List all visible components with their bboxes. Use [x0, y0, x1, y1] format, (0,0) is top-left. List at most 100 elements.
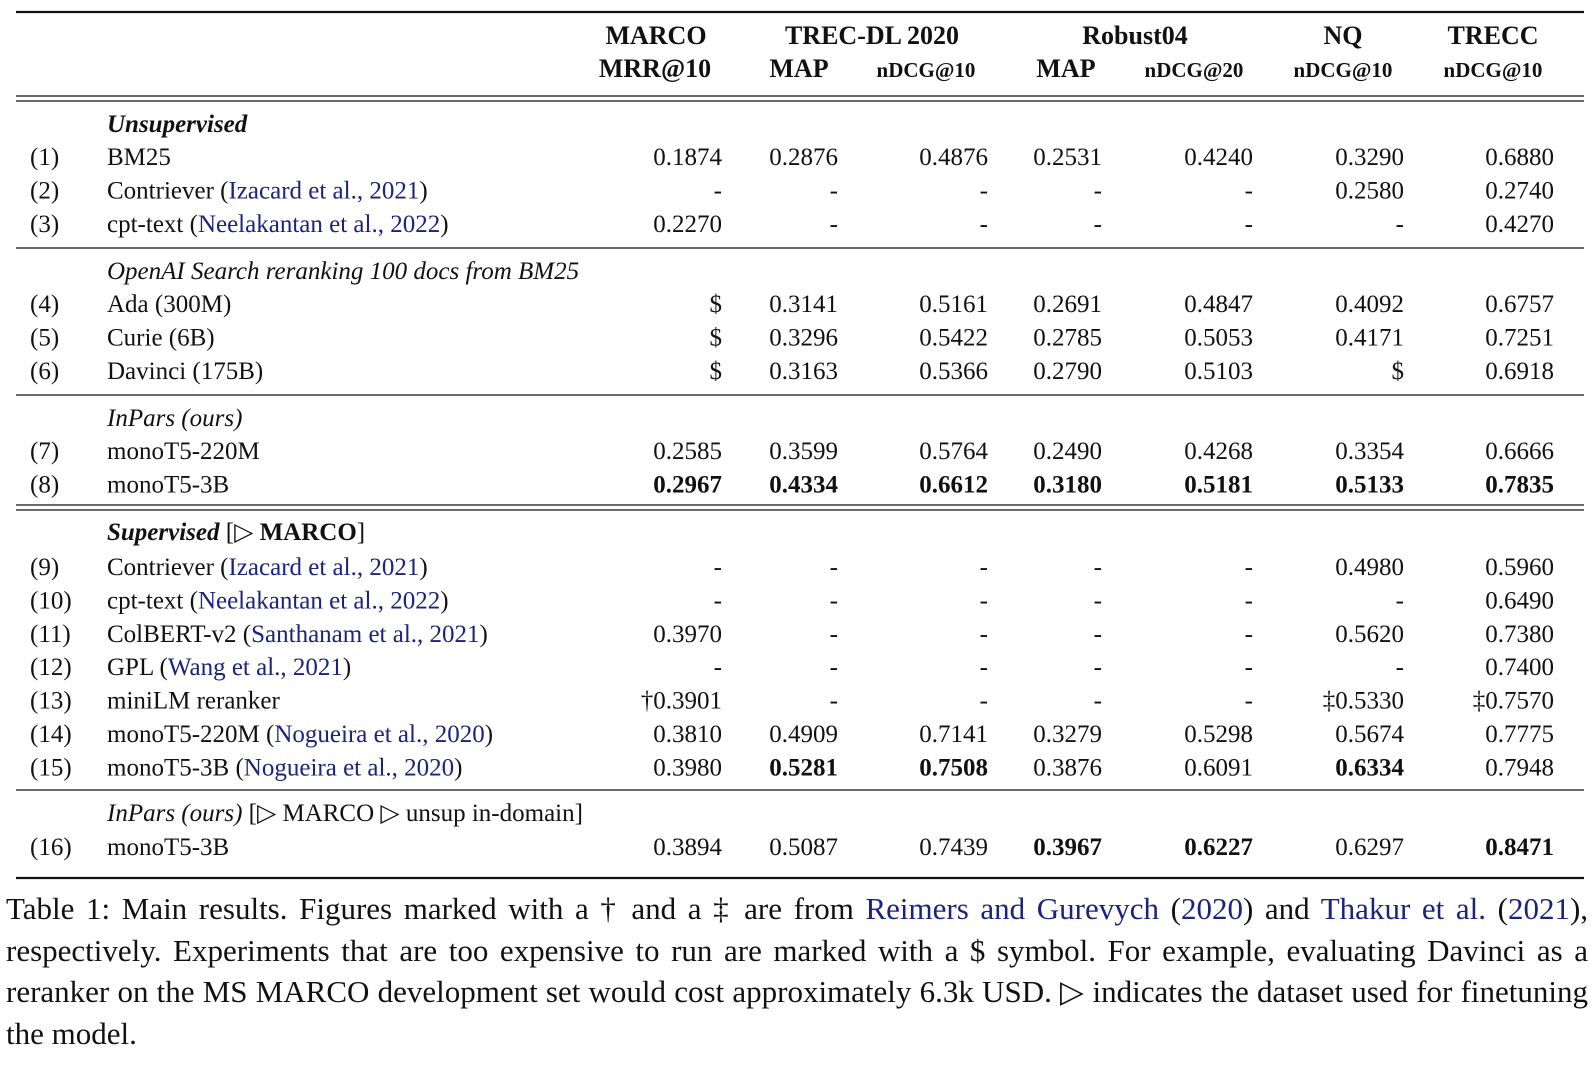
value-cell: 0.3810 [653, 721, 722, 748]
value-cell: 0.3970 [653, 621, 722, 648]
value-cell: - [830, 554, 838, 581]
value-cell: 0.5366 [919, 358, 988, 385]
row-number: (14) [30, 721, 72, 748]
model-name: monoT5-3B [107, 834, 229, 861]
value-cell: 0.2270 [653, 211, 722, 238]
caption-text-4: ( [1486, 891, 1508, 926]
row-number: (8) [30, 471, 59, 498]
paren-close: ) [454, 754, 462, 781]
value-cell: 0.2580 [1335, 177, 1404, 204]
value-cell: 0.5620 [1335, 621, 1404, 648]
value-cell: - [1245, 211, 1253, 238]
value-cell: 0.6757 [1485, 291, 1554, 318]
value-cell: - [1094, 688, 1102, 715]
row-number: (7) [30, 438, 59, 465]
value-cell: 0.4240 [1184, 144, 1253, 171]
value-cell: ‡0.7570 [1473, 688, 1554, 715]
model-label: monoT5-220M ( [107, 721, 274, 748]
value-cell: - [830, 177, 838, 204]
value-cell: - [1245, 621, 1253, 648]
value-cell: - [980, 177, 988, 204]
value-cell: 0.4270 [1485, 211, 1554, 238]
value-cell: 0.6490 [1485, 587, 1554, 614]
metric-header: MRR@10 [599, 54, 711, 83]
model-name: Contriever (Izacard et al., 2021) [107, 554, 428, 581]
value-cell: 0.2490 [1033, 438, 1102, 465]
citation-link[interactable]: Neelakantan et al., 2022 [198, 211, 440, 238]
value-cell: - [830, 621, 838, 648]
citation-link[interactable]: Nogueira et al., 2020 [244, 754, 454, 781]
value-cell: 0.2585 [653, 438, 722, 465]
paren-close: ) [485, 721, 493, 748]
value-cell: - [1094, 177, 1102, 204]
model-name: Curie (6B) [107, 324, 215, 351]
metric-header: nDCG@20 [1145, 58, 1244, 82]
value-cell: 0.4847 [1184, 291, 1253, 318]
value-cell: 0.5133 [1335, 471, 1404, 498]
citation-link[interactable]: Santhanam et al., 2021 [251, 621, 479, 648]
metric-header: nDCG@10 [877, 58, 976, 82]
value-cell: - [1094, 654, 1102, 681]
value-cell: 0.3894 [653, 834, 722, 861]
value-cell: 0.5161 [919, 291, 988, 318]
value-cell: - [714, 654, 722, 681]
value-cell: 0.2740 [1485, 177, 1554, 204]
citation-link[interactable]: Izacard et al., 2021 [228, 177, 419, 204]
citation-link-reimers[interactable]: Reimers and Gurevych [865, 891, 1160, 926]
value-cell: 0.2691 [1033, 291, 1102, 318]
row-number: (5) [30, 324, 59, 351]
value-cell: 0.6880 [1485, 144, 1554, 171]
citation-link[interactable]: Nogueira et al., 2020 [274, 721, 484, 748]
value-cell: 0.3163 [769, 358, 838, 385]
value-cell: 0.7251 [1485, 324, 1554, 351]
citation-year-2021[interactable]: 2021 [1507, 891, 1570, 926]
value-cell: - [1245, 177, 1253, 204]
row-number: (11) [30, 621, 71, 648]
value-cell: 0.5281 [769, 754, 838, 781]
citation-link[interactable]: Neelakantan et al., 2022 [198, 587, 440, 614]
value-cell: 0.2967 [653, 471, 722, 498]
value-cell: 0.7400 [1485, 654, 1554, 681]
value-cell: $ [1392, 358, 1405, 385]
metric-header: nDCG@10 [1294, 58, 1393, 82]
value-cell: - [1094, 621, 1102, 648]
citation-year-2020[interactable]: 2020 [1180, 891, 1243, 926]
model-name: cpt-text (Neelakantan et al., 2022) [107, 587, 449, 614]
value-cell: - [714, 177, 722, 204]
model-label: Davinci (175B) [107, 358, 263, 385]
value-cell: †0.3901 [641, 688, 722, 715]
value-cell: - [714, 587, 722, 614]
value-cell: - [1245, 688, 1253, 715]
section-title: InPars (ours) [106, 405, 242, 432]
citation-link-thakur[interactable]: Thakur et al. [1320, 891, 1486, 926]
value-cell: 0.3180 [1033, 471, 1102, 498]
paren-close: ) [419, 554, 427, 581]
model-name: Davinci (175B) [107, 358, 263, 385]
value-cell: - [1396, 587, 1404, 614]
paren-close: ) [419, 177, 427, 204]
section-title-part: Supervised [107, 519, 220, 546]
value-cell: 0.3296 [769, 324, 838, 351]
model-label: ColBERT-v2 ( [107, 621, 251, 648]
citation-link[interactable]: Izacard et al., 2021 [228, 554, 419, 581]
model-label: Contriever ( [107, 554, 228, 581]
value-cell: 0.4980 [1335, 554, 1404, 581]
model-label: Ada (300M) [107, 291, 231, 318]
value-cell: 0.2785 [1033, 324, 1102, 351]
section-title: OpenAI Search reranking 100 docs from BM… [107, 258, 579, 285]
row-number: (2) [30, 177, 59, 204]
model-label: Contriever ( [107, 177, 228, 204]
row-number: (6) [30, 358, 59, 385]
row-number: (9) [30, 554, 59, 581]
model-label: cpt-text ( [107, 211, 198, 238]
value-cell: 0.3279 [1033, 721, 1102, 748]
value-cell: 0.7439 [919, 834, 988, 861]
value-cell: 0.7141 [919, 721, 988, 748]
value-cell: - [1094, 554, 1102, 581]
citation-link[interactable]: Wang et al., 2021 [168, 654, 343, 681]
section-title-part: ] [357, 519, 365, 546]
model-label: Curie (6B) [107, 324, 215, 351]
paren-close: ) [440, 587, 448, 614]
row-number: (16) [30, 834, 72, 861]
value-cell: 0.5422 [919, 324, 988, 351]
